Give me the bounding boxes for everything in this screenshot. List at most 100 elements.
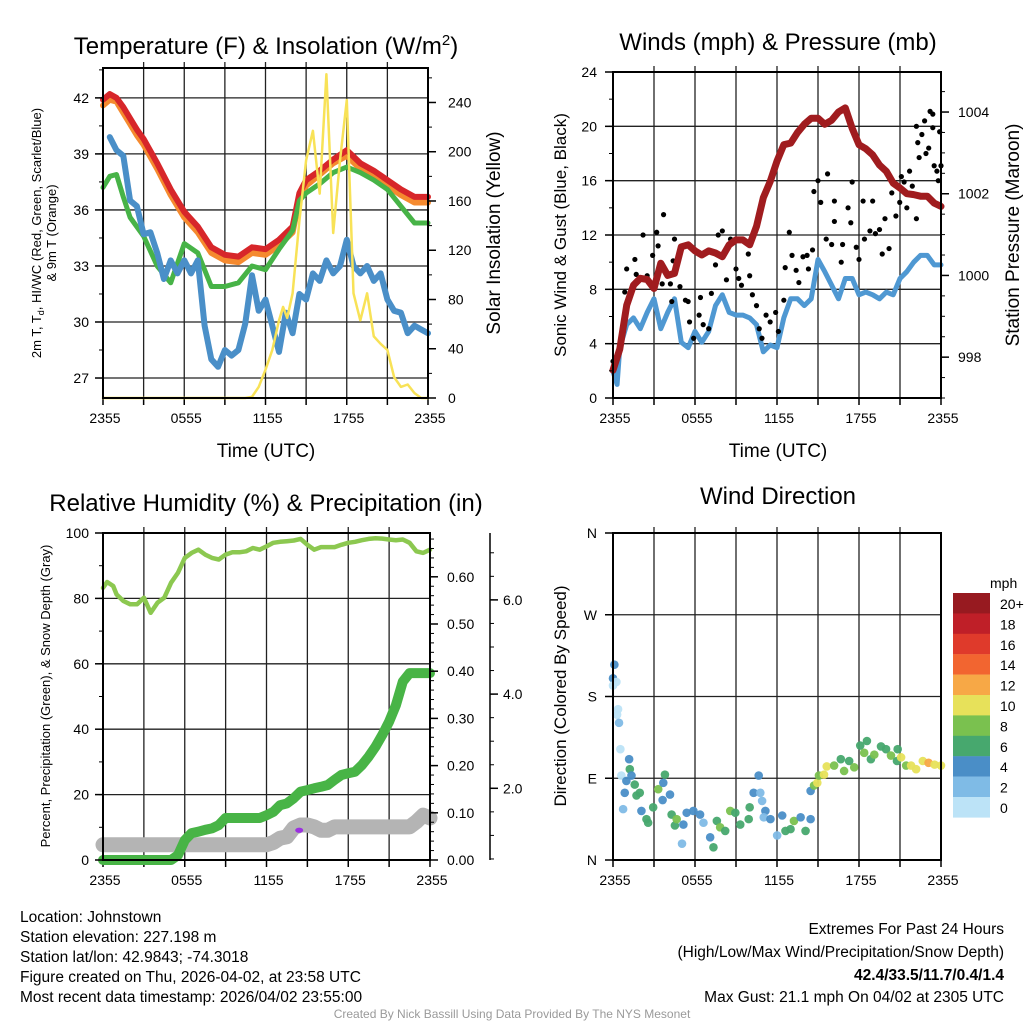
gust-point xyxy=(800,254,806,260)
gust-point xyxy=(767,319,773,325)
gust-point xyxy=(691,335,697,341)
legend-label: 18 xyxy=(1000,616,1016,632)
y-tick-label: 160 xyxy=(448,193,472,209)
gust-point xyxy=(747,273,753,279)
y-tick-label: 0.00 xyxy=(447,852,474,868)
figure-created: Figure created on Thu, 2026-04-02, at 23… xyxy=(20,969,361,986)
precipitation-line xyxy=(98,668,435,865)
wind-direction-point xyxy=(855,741,865,750)
legend-swatch xyxy=(953,715,990,736)
title-main: Temperature (F) & Insolation (W/m xyxy=(74,33,442,60)
y-tick-label: E xyxy=(588,770,597,786)
wind-direction-point xyxy=(658,795,667,805)
plot-area-humidity: 2355 0555 1155 1755 23550204060801000.000.10… xyxy=(66,525,523,888)
x-tick-label: 1755 xyxy=(845,872,876,888)
y-tick-label: 30 xyxy=(73,314,89,330)
station-elevation: Station elevation: 227.198 m xyxy=(20,929,216,946)
gust-point xyxy=(736,275,742,282)
winds-chart-title: Winds (mph) & Pressure (mb) xyxy=(619,29,936,56)
gust-point xyxy=(853,244,859,250)
wind-direction-point xyxy=(695,810,705,819)
gust-point xyxy=(823,236,829,242)
gust-point xyxy=(640,232,646,238)
x-tick-label: 0555 xyxy=(681,872,712,888)
x-tick-label: 1755 xyxy=(333,410,364,426)
wind-direction-point xyxy=(672,814,681,824)
wind-direction-point xyxy=(777,811,787,820)
dewpoint-line xyxy=(100,164,431,289)
legend-label: 12 xyxy=(1000,678,1016,694)
legend-swatch xyxy=(953,756,990,777)
gust-point xyxy=(897,199,903,205)
legend-label: 14 xyxy=(1000,657,1016,673)
relative-humidity-line xyxy=(100,535,433,616)
y-tick-label: 27 xyxy=(73,370,89,386)
wind-direction-point xyxy=(745,803,754,812)
y-tick-label: 16 xyxy=(581,173,597,189)
x-tick-label: 2355 xyxy=(89,410,120,426)
legend-label: 4 xyxy=(1000,759,1008,775)
gust-point xyxy=(811,188,817,195)
temperature-right-axis-label: Solar Insolation (Yellow) xyxy=(484,131,505,334)
extremes-subheading: (High/Low/Max Wind/Precipitation/Snow De… xyxy=(678,944,1005,961)
x-tick-label: 2355 xyxy=(599,410,630,426)
legend-swatch xyxy=(953,776,990,798)
wind-direction-point xyxy=(754,771,763,780)
gust-point xyxy=(756,326,762,332)
wind-direction-point xyxy=(618,804,628,814)
y-tick-label: 0.10 xyxy=(447,805,474,821)
gust-point xyxy=(753,303,760,309)
wind-direction-point xyxy=(759,813,769,822)
gust-point xyxy=(882,216,888,222)
wind-direction-point xyxy=(610,660,619,670)
wind-direction-point xyxy=(617,771,626,780)
wind-direction-point xyxy=(893,744,902,754)
y-tick-label: 0.50 xyxy=(447,616,474,632)
gust-point xyxy=(870,198,876,204)
snow-depth-line xyxy=(95,807,438,853)
legend-label: 16 xyxy=(1000,637,1016,653)
recent-data-timestamp: Most recent data timestamp: 2026/04/02 2… xyxy=(20,989,362,1006)
y-tick-label: 0.30 xyxy=(447,710,474,726)
gust-point xyxy=(654,229,660,235)
solar-insolation-line xyxy=(101,72,430,400)
title-superscript: 2 xyxy=(442,32,450,49)
label-subscript: d xyxy=(36,310,46,315)
y-tick-label: 6.0 xyxy=(503,592,523,608)
gust-point xyxy=(909,183,915,189)
gust-point xyxy=(930,125,936,131)
gust-point xyxy=(845,205,851,211)
gust-point xyxy=(898,173,904,180)
y-tick-label: 39 xyxy=(73,146,89,162)
wind-direction-point xyxy=(862,736,872,746)
x-tick-label: 0555 xyxy=(681,410,712,426)
x-tick-label: 1155 xyxy=(253,872,283,888)
wind-direction-point xyxy=(870,750,879,759)
wind-direction-point xyxy=(620,788,630,798)
wind-direction-point xyxy=(839,766,849,776)
y-tick-label: 20 xyxy=(73,787,89,803)
wind-direction-point xyxy=(616,744,625,754)
wind-direction-point xyxy=(749,788,758,798)
gust-point xyxy=(759,335,765,341)
y-tick-label: 1004 xyxy=(958,104,989,120)
wind-direction-chart-title: Wind Direction xyxy=(700,483,856,510)
y-tick-label: 0.60 xyxy=(447,569,474,585)
heat-index-wind-chill-line xyxy=(106,134,431,370)
gust-point xyxy=(931,163,937,169)
station-location: Location: Johnstown xyxy=(20,909,161,926)
y-tick-label: 60 xyxy=(73,656,89,672)
y-tick-label: 20 xyxy=(581,118,597,134)
gust-point xyxy=(781,297,787,303)
wind-direction-point xyxy=(789,816,799,826)
wind-direction-point xyxy=(677,839,687,848)
wind-direction-point xyxy=(637,806,646,816)
y-tick-label: 120 xyxy=(448,242,472,258)
gust-point xyxy=(660,212,667,218)
wind-direction-point xyxy=(653,784,663,794)
gust-point xyxy=(838,259,844,265)
wind-direction-point xyxy=(772,831,782,840)
gust-point xyxy=(876,226,883,233)
gust-point xyxy=(915,140,921,146)
gust-point xyxy=(706,326,712,332)
